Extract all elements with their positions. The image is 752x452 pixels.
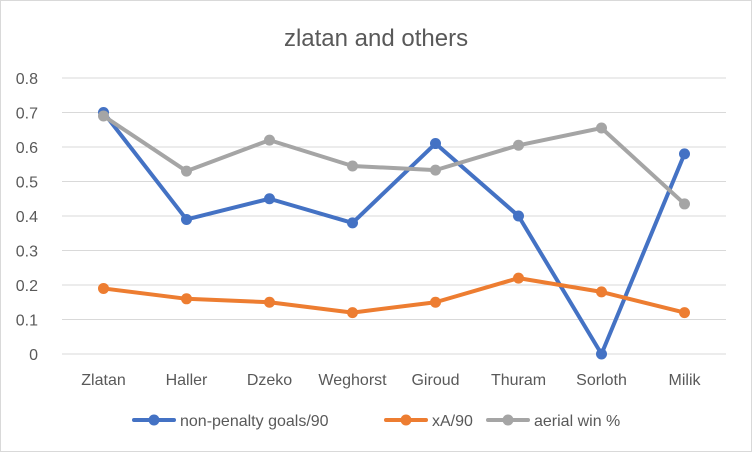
y-tick-label: 0.3 bbox=[16, 244, 38, 261]
data-point bbox=[596, 348, 607, 360]
x-tick-label: Weghorst bbox=[318, 372, 387, 389]
legend-marker bbox=[148, 414, 160, 426]
data-point bbox=[98, 282, 109, 294]
data-point bbox=[264, 134, 275, 146]
data-point bbox=[430, 164, 441, 176]
legend-marker bbox=[502, 414, 514, 426]
data-point bbox=[347, 217, 358, 229]
y-tick-label: 0.1 bbox=[16, 313, 38, 330]
data-point bbox=[181, 165, 192, 177]
x-tick-label: Giroud bbox=[411, 372, 459, 389]
data-point bbox=[181, 213, 192, 225]
y-tick-label: 0.4 bbox=[16, 209, 38, 226]
y-tick-label: 0.5 bbox=[16, 175, 38, 192]
data-point bbox=[679, 148, 690, 160]
data-point bbox=[347, 160, 358, 172]
data-point bbox=[679, 307, 690, 319]
gridlines bbox=[62, 77, 726, 355]
series-1 bbox=[98, 107, 690, 360]
data-point bbox=[513, 210, 524, 222]
legend-item: aerial win % bbox=[486, 413, 620, 430]
data-point bbox=[513, 272, 524, 284]
legend-marker bbox=[400, 414, 412, 426]
series-2 bbox=[98, 272, 690, 319]
data-point bbox=[430, 138, 441, 150]
y-axis-ticks: 0 0.1 0.2 0.3 0.4 0.5 0.6 0.7 0.8 bbox=[16, 71, 38, 364]
legend: non-penalty goals/90 xA/90 aerial win % bbox=[132, 413, 620, 430]
series-line bbox=[101, 276, 687, 315]
x-tick-label: Haller bbox=[166, 372, 208, 389]
data-point bbox=[596, 122, 607, 134]
data-point bbox=[347, 307, 358, 319]
series-line bbox=[101, 110, 687, 356]
legend-label: non-penalty goals/90 bbox=[180, 413, 329, 430]
series-3 bbox=[98, 110, 690, 210]
data-point bbox=[679, 198, 690, 210]
series-line bbox=[101, 113, 687, 206]
data-point bbox=[181, 293, 192, 305]
data-point bbox=[264, 296, 275, 308]
x-tick-label: Thuram bbox=[491, 372, 546, 389]
legend-label: xA/90 bbox=[432, 413, 473, 430]
y-tick-label: 0.6 bbox=[16, 140, 38, 157]
data-point bbox=[430, 296, 441, 308]
legend-item: non-penalty goals/90 bbox=[132, 413, 329, 430]
x-tick-label: Zlatan bbox=[81, 372, 125, 389]
y-tick-label: 0.2 bbox=[16, 278, 38, 295]
data-point bbox=[98, 110, 109, 122]
data-point bbox=[596, 286, 607, 298]
legend-label: aerial win % bbox=[534, 413, 620, 430]
legend-item: xA/90 bbox=[384, 413, 473, 430]
x-axis-ticks: Zlatan Haller Dzeko Weghorst Giroud Thuram Sor… bbox=[81, 372, 701, 389]
y-tick-label: 0.8 bbox=[16, 71, 38, 88]
x-tick-label: Milik bbox=[669, 372, 702, 389]
series-group bbox=[98, 107, 690, 360]
data-point bbox=[513, 139, 524, 151]
y-tick-label: 0 bbox=[29, 347, 38, 364]
chart-title: zlatan and others bbox=[284, 25, 468, 52]
x-tick-label: Dzeko bbox=[247, 372, 292, 389]
x-tick-label: Sorloth bbox=[576, 372, 627, 389]
data-point bbox=[264, 193, 275, 205]
y-tick-label: 0.7 bbox=[16, 106, 38, 123]
